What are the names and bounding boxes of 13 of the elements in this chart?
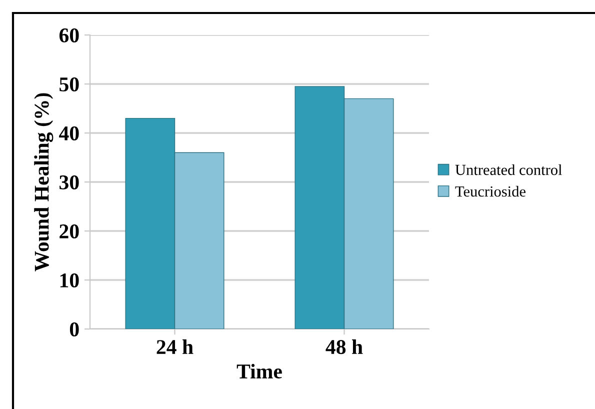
y-tick-label: 10 bbox=[60, 273, 79, 288]
x-tick-label: 24 h bbox=[156, 339, 194, 354]
y-axis-title: Wound Healing (%) bbox=[34, 93, 54, 272]
y-tick-label: 40 bbox=[59, 126, 79, 140]
y-tick-label: 20 bbox=[60, 224, 79, 238]
y-tick-label: 50 bbox=[60, 77, 79, 92]
y-tick-label: 60 bbox=[59, 28, 79, 42]
x-axis-title: Time bbox=[236, 364, 282, 379]
legend-label: Teucrioside bbox=[455, 186, 526, 197]
legend-label: Untreated control bbox=[455, 164, 562, 176]
y-tick-label: 0 bbox=[70, 322, 79, 336]
x-tick-label: 48 h bbox=[326, 339, 363, 354]
y-tick-label: 30 bbox=[60, 175, 79, 190]
